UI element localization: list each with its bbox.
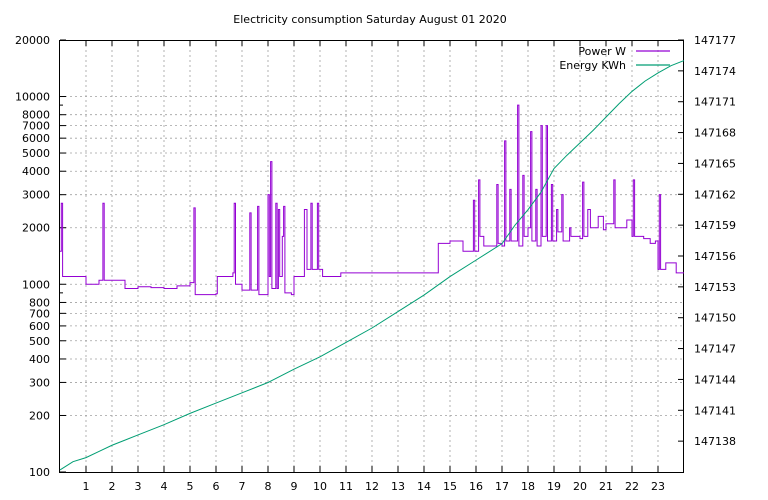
legend-label-energy: Energy KWh: [559, 59, 626, 72]
y-left-tick-label: 1000: [22, 278, 50, 291]
y-left-tick-label: 5000: [22, 147, 50, 160]
x-tick-label: 4: [161, 480, 168, 493]
y-left-tick-label: 100: [29, 466, 50, 479]
x-tick-label: 1: [83, 480, 90, 493]
x-tick-label: 3: [135, 480, 142, 493]
y-left-tick-label: 400: [29, 353, 50, 366]
y-left-tick-label: 8000: [22, 109, 50, 122]
y-left-tick-label: 20000: [15, 34, 50, 47]
x-tick-label: 17: [495, 480, 509, 493]
y-left-tick-label: 10000: [15, 91, 50, 104]
x-tick-label: 19: [547, 480, 561, 493]
y-left-tick-label: 200: [29, 409, 50, 422]
x-tick-label: 12: [365, 480, 379, 493]
y-right-tick-label: 147174: [694, 65, 736, 78]
y-left-tick-label: 500: [29, 335, 50, 348]
y-left-tick-label: 4000: [22, 165, 50, 178]
y-left-tick-label: 7000: [22, 120, 50, 133]
x-tick-label: 18: [521, 480, 535, 493]
grid-layer: [60, 40, 684, 472]
x-tick-label: 8: [265, 480, 272, 493]
x-tick-label: 20: [573, 480, 587, 493]
plot-frame: [59, 40, 684, 473]
y-right-tick-label: 147162: [694, 188, 736, 201]
y-right-tick-label: 147159: [694, 219, 736, 232]
legend-label-power: Power W: [578, 45, 626, 58]
y-right-tick-label: 147165: [694, 157, 736, 170]
x-tick-label: 14: [417, 480, 431, 493]
chart-title: Electricity consumption Saturday August …: [233, 13, 506, 26]
series-layer: [59, 60, 685, 471]
y-left-tick-label: 800: [29, 296, 50, 309]
y-left-tick-label: 300: [29, 376, 50, 389]
x-tick-label: 6: [213, 480, 220, 493]
y-left-tick-label: 2000: [22, 222, 50, 235]
y-right-tick-label: 147144: [694, 373, 736, 386]
x-tick-label: 21: [599, 480, 613, 493]
y-right-tick-label: 147150: [694, 312, 736, 325]
y-right-tick-label: 147156: [694, 250, 736, 263]
y-left-tick-label: 6000: [22, 132, 50, 145]
x-tick-label: 5: [187, 480, 194, 493]
y-right-tick-label: 147168: [694, 127, 736, 140]
y-right-tick-label: 147141: [694, 404, 736, 417]
x-tick-label: 23: [651, 480, 665, 493]
x-tick-label: 10: [313, 480, 327, 493]
x-tick-label: 13: [391, 480, 405, 493]
y-right-tick-label: 147171: [694, 96, 736, 109]
x-tick-label: 15: [443, 480, 457, 493]
energy-series-line: [59, 60, 685, 471]
power-series-line: [60, 104, 684, 296]
y-right-tick-label: 147147: [694, 343, 736, 356]
axis-ticks: 1 2 3 4 5 6 7 8 9 10 11 12 13 14 15 16 17 18 19 20 21 22 23100…: [15, 34, 736, 493]
x-tick-label: 9: [291, 480, 298, 493]
x-tick-label: 22: [625, 480, 639, 493]
y-left-tick-label: 3000: [22, 189, 50, 202]
y-left-tick-label: 600: [29, 320, 50, 333]
y-left-tick-label: 700: [29, 307, 50, 320]
x-tick-label: 11: [339, 480, 353, 493]
y-right-tick-label: 147153: [694, 281, 736, 294]
y-right-tick-label: 147138: [694, 435, 736, 448]
legend: Power W Energy KWh: [559, 45, 670, 72]
y-right-tick-label: 147177: [694, 34, 736, 47]
x-tick-label: 2: [109, 480, 116, 493]
x-tick-label: 16: [469, 480, 483, 493]
x-tick-label: 7: [239, 480, 246, 493]
